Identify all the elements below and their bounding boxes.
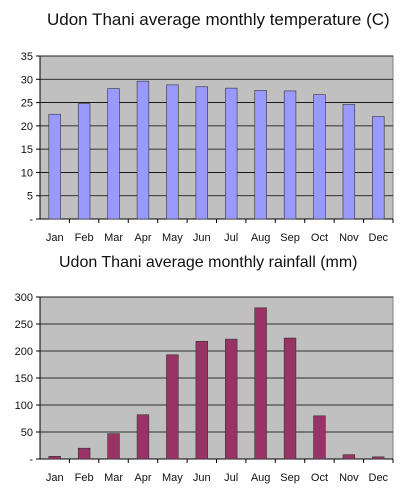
temperature-bar-jan	[48, 113, 61, 220]
temperature-x-tick-label-nov: Nov	[339, 232, 359, 244]
temperature-bar-mar	[107, 88, 120, 220]
temperature-y-tick-label: -	[29, 214, 33, 226]
temperature-bar-nov	[342, 104, 356, 220]
rainfall-chart: - 50 100 150 200 250 300 Jan Feb Mar Apr May Jun Jul A…	[15, 292, 394, 484]
temperature-plot-area	[39, 55, 394, 220]
temperature-chart: - 5 10 15 20 25 30 35 Jan Feb Mar Apr May Jun Jul Aug Se…	[21, 51, 394, 244]
temperature-y-tick-label: 20	[21, 121, 33, 133]
temperature-x-tick-label-dec: Dec	[369, 232, 389, 244]
temperature-y-tick-label: 15	[21, 144, 33, 156]
temperature-y-tick-label: 25	[21, 98, 33, 110]
rainfall-bar-may	[166, 354, 179, 460]
rainfall-y-tick-label: 250	[15, 319, 33, 331]
rainfall-y-tick-label: -	[29, 454, 33, 466]
rainfall-bar-jul	[225, 338, 238, 460]
rainfall-bar-oct	[313, 415, 326, 460]
rainfall-chart-title: Udon Thani average monthly rainfall (mm)	[59, 254, 358, 271]
temperature-x-tick-label-may: May	[162, 232, 183, 244]
temperature-bar-jun	[195, 86, 208, 220]
temperature-bar-jul	[225, 87, 238, 220]
temperature-x-tick-label-sep: Sep	[280, 232, 300, 244]
temperature-chart-title: Udon Thani average monthly temperature (…	[47, 10, 390, 29]
rainfall-x-tick-label-jan: Jan	[46, 472, 64, 484]
rainfall-x-tick-label-aug: Aug	[251, 472, 271, 484]
temperature-bar-may	[166, 84, 179, 220]
temperature-y-tick-label: 30	[21, 74, 33, 86]
rainfall-bar-jan	[48, 455, 61, 460]
rainfall-x-tick-label-may: May	[162, 472, 183, 484]
rainfall-x-tick-label-feb: Feb	[75, 472, 94, 484]
temperature-x-tick-label-mar: Mar	[104, 232, 123, 244]
temperature-x-tick-label-aug: Aug	[251, 232, 271, 244]
rainfall-bar-nov	[342, 454, 356, 460]
rainfall-x-tick-label-nov: Nov	[339, 472, 359, 484]
temperature-bar-sep	[283, 90, 297, 220]
rainfall-y-tick-label: 150	[15, 373, 33, 385]
temperature-bar-aug	[254, 90, 267, 220]
temperature-x-tick-label-jan: Jan	[46, 232, 64, 244]
rainfall-y-tick-label: 100	[15, 400, 33, 412]
temperature-x-tick-label-jul: Jul	[224, 232, 238, 244]
temperature-bar-feb	[77, 103, 91, 220]
rainfall-x-tick-label-apr: Apr	[134, 472, 151, 484]
rainfall-y-tick-label: 50	[21, 427, 33, 439]
temperature-x-tick-label-feb: Feb	[75, 232, 94, 244]
temperature-bar-oct	[313, 94, 326, 220]
rainfall-bar-apr	[136, 414, 150, 460]
temperature-y-tick-label: 35	[21, 51, 33, 63]
temperature-bar-dec	[372, 116, 385, 220]
rainfall-bar-mar	[107, 433, 120, 460]
rainfall-bar-feb	[77, 447, 91, 460]
rainfall-bar-aug	[254, 307, 267, 460]
rainfall-y-tick-label: 300	[15, 292, 33, 304]
temperature-y-tick-label: 10	[21, 167, 33, 179]
rainfall-x-tick-label-jun: Jun	[193, 472, 211, 484]
temperature-x-tick-label-jun: Jun	[193, 232, 211, 244]
temperature-bar-apr	[136, 80, 150, 220]
rainfall-bar-sep	[283, 337, 297, 460]
rainfall-x-tick-label-jul: Jul	[224, 472, 238, 484]
temperature-y-tick-label: 5	[27, 191, 33, 203]
rainfall-x-tick-label-oct: Oct	[311, 472, 328, 484]
temperature-x-tick-label-apr: Apr	[134, 232, 151, 244]
rainfall-y-tick-label: 200	[15, 346, 33, 358]
temperature-x-tick-label-oct: Oct	[311, 232, 328, 244]
rainfall-bar-jun	[195, 340, 208, 460]
rainfall-bar-dec	[372, 456, 385, 460]
rainfall-x-tick-label-mar: Mar	[104, 472, 123, 484]
rainfall-x-tick-label-dec: Dec	[369, 472, 389, 484]
rainfall-x-tick-label-sep: Sep	[280, 472, 300, 484]
